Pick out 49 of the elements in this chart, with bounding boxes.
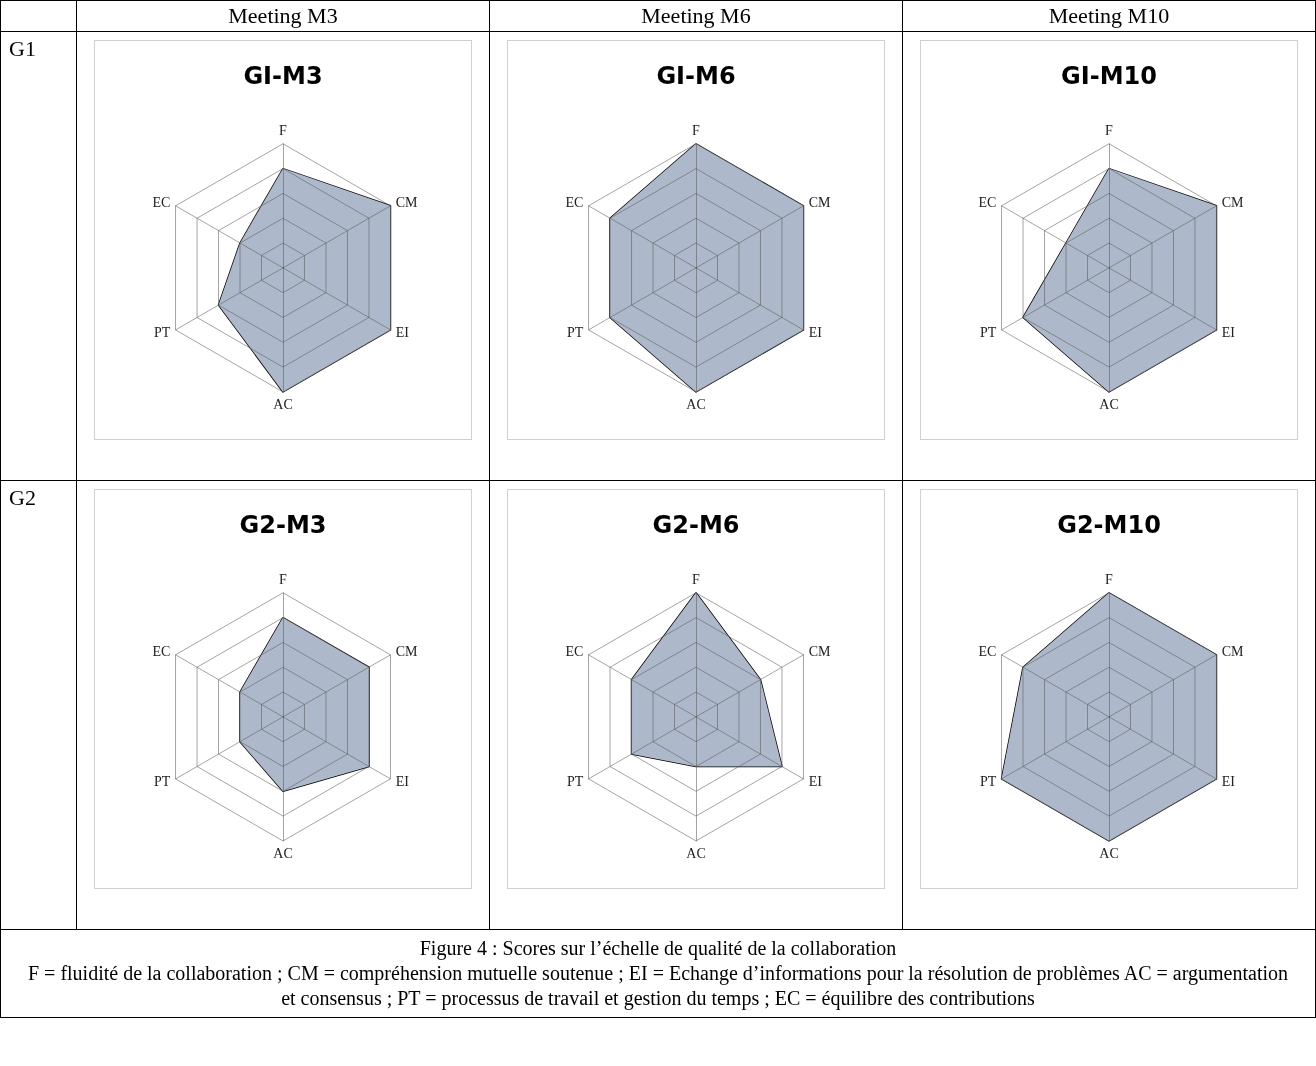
spoke-label: F	[279, 572, 288, 588]
spoke-label: F	[279, 123, 288, 139]
text: Meeting M6	[641, 3, 751, 28]
spoke-label: CM	[808, 644, 831, 660]
spoke-label: PT	[980, 774, 997, 790]
chart-title: G2-M3	[239, 511, 327, 539]
spoke-label: AC	[1099, 397, 1119, 413]
chart-title: GI-M3	[243, 62, 323, 90]
spoke-label: AC	[686, 846, 706, 862]
spoke-label: CM	[395, 195, 418, 211]
spoke-label: CM	[808, 195, 831, 211]
spoke-label: EI	[1221, 325, 1236, 341]
spoke-label: EC	[565, 195, 584, 211]
spoke-label: EC	[565, 644, 584, 660]
spoke-label: AC	[273, 397, 293, 413]
spoke-label: F	[1105, 572, 1114, 588]
text: Meeting M10	[1048, 3, 1170, 28]
text: Meeting M3	[228, 3, 338, 28]
spoke-label: EC	[978, 195, 997, 211]
spoke-label: EI	[1221, 774, 1236, 790]
spoke-label: CM	[1221, 644, 1244, 660]
spoke-label: F	[1105, 123, 1114, 139]
chart-title: GI-M6	[656, 62, 736, 90]
text: F = fluidité de la collaboration ; CM = compréhension mutuelle soutenue ; EI = Echange d’informations pour la résolution de problèmes AC = argumentation et consensus ; PT = processus de travail et gestion du temps ; EC = équilibre des contributions	[27, 961, 1289, 1011]
text: G2	[9, 485, 36, 510]
spoke-label: PT	[154, 325, 171, 341]
spoke-label: EI	[395, 325, 410, 341]
caption: Figure 4 : Scores sur l’échelle de qualité de la collaboration	[418, 936, 898, 961]
spoke-label: PT	[567, 325, 584, 341]
spoke-label: EC	[152, 644, 171, 660]
spoke-label: EI	[808, 325, 823, 341]
text: G1	[9, 36, 36, 61]
chart-title: G2-M10	[1057, 511, 1161, 539]
spoke-label: AC	[273, 846, 293, 862]
spoke-label: F	[692, 572, 701, 588]
spoke-label: F	[692, 123, 701, 139]
spoke-label: PT	[567, 774, 584, 790]
spoke-label: AC	[686, 397, 706, 413]
spoke-label: CM	[395, 644, 418, 660]
spoke-label: EI	[808, 774, 823, 790]
spoke-label: EI	[395, 774, 410, 790]
spoke-label: PT	[980, 325, 997, 341]
spoke-label: PT	[154, 774, 171, 790]
spoke-label: CM	[1221, 195, 1244, 211]
chart-title: GI-M10	[1061, 62, 1157, 90]
spoke-label: EC	[152, 195, 171, 211]
spoke-label: EC	[978, 644, 997, 660]
chart-title: G2-M6	[652, 511, 740, 539]
spoke-label: AC	[1099, 846, 1119, 862]
